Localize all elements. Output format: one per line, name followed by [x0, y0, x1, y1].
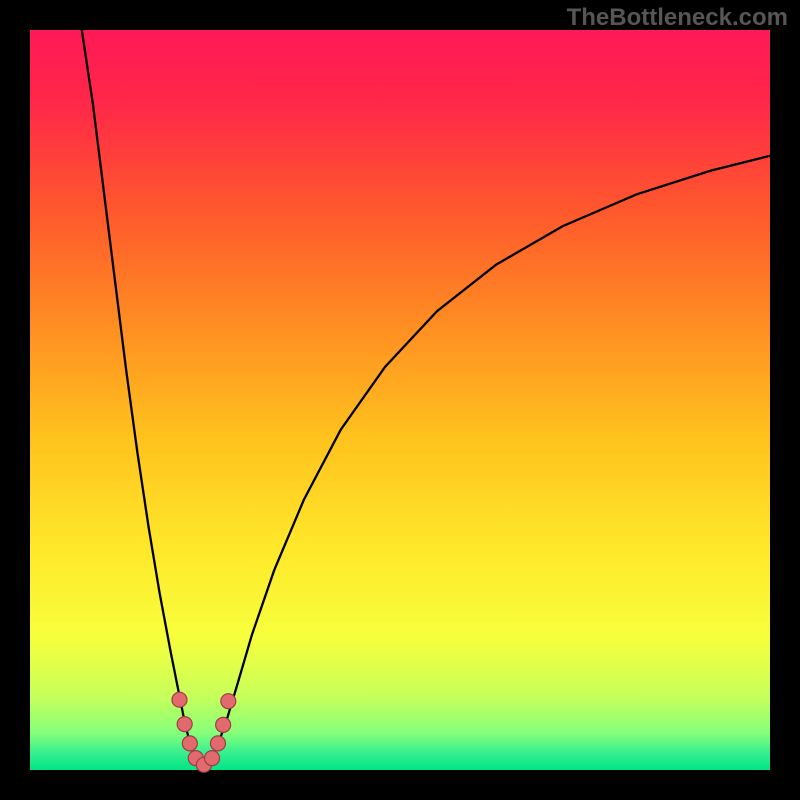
- marker-point: [210, 736, 225, 751]
- watermark-label: TheBottleneck.com: [567, 4, 788, 32]
- bottleneck-chart: [0, 0, 800, 800]
- marker-point: [221, 694, 236, 709]
- marker-point: [182, 736, 197, 751]
- marker-point: [205, 751, 220, 766]
- chart-frame: TheBottleneck.com: [0, 0, 800, 800]
- marker-point: [177, 717, 192, 732]
- chart-gradient-bg: [30, 30, 770, 770]
- marker-point: [216, 717, 231, 732]
- marker-point: [172, 692, 187, 707]
